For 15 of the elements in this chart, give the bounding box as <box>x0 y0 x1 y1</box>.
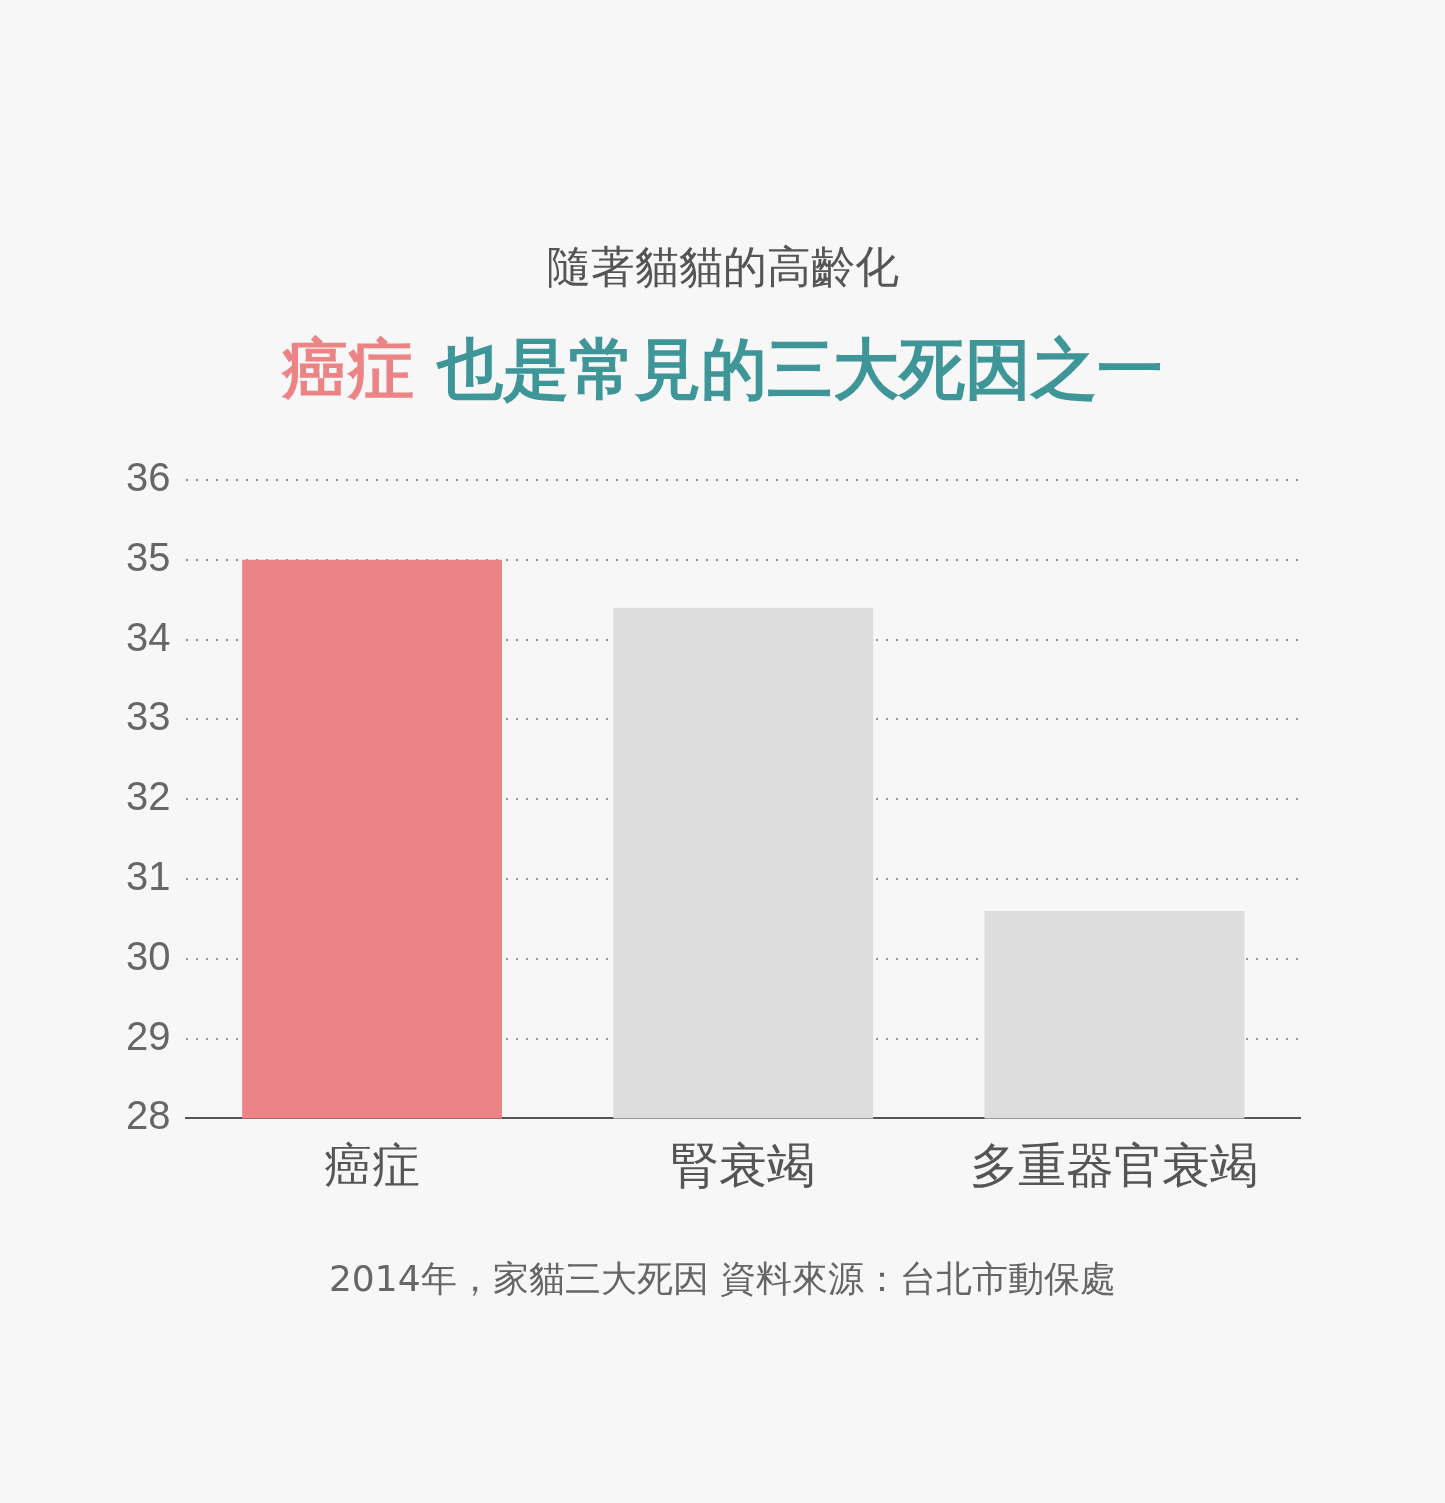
chart-title: 癌症 也是常見的三大死因之一 <box>280 330 1164 410</box>
y-tick-label: 30 <box>125 933 171 978</box>
x-tick-label: 多重器官衰竭 <box>970 1139 1259 1193</box>
y-tick-label: 35 <box>125 534 171 579</box>
y-tick-label: 33 <box>125 694 171 739</box>
x-tick-label: 腎衰竭 <box>671 1139 816 1193</box>
y-tick-label: 31 <box>125 854 171 899</box>
y-tick-label: 32 <box>125 774 171 819</box>
text: 2014年，家貓三大死因 資料來源：台北市動保處 <box>327 1257 1118 1301</box>
chart-subtitle: 隨著貓貓的高齡化 <box>545 240 900 294</box>
y-tick-label: 28 <box>125 1093 171 1138</box>
y-tick-label: 34 <box>125 614 171 659</box>
x-tick-label: 癌症 <box>324 1139 421 1193</box>
y-tick-label: 36 <box>125 455 171 500</box>
y-tick-label: 29 <box>125 1013 171 1058</box>
